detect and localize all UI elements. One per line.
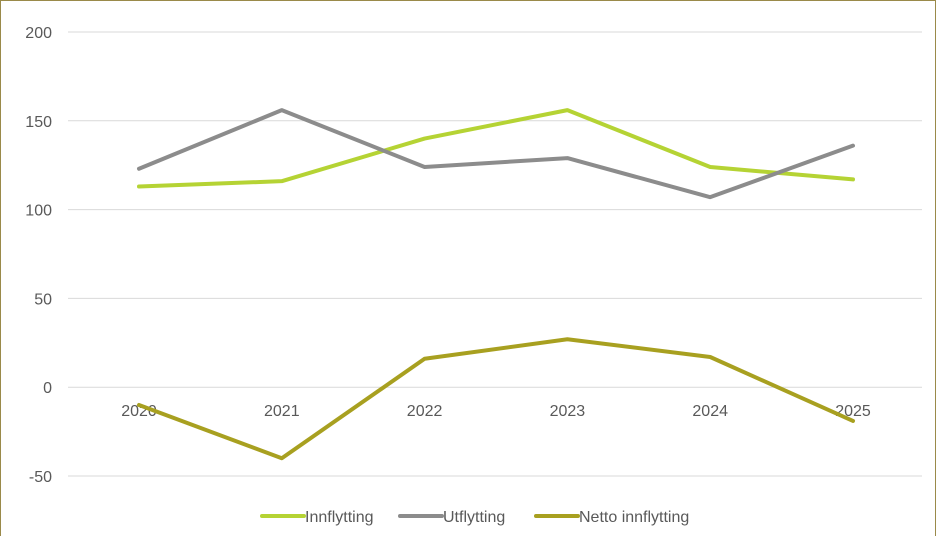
y-tick-label: 0 [43, 380, 52, 397]
x-tick-label: 2023 [550, 403, 586, 420]
x-tick-label: 2022 [407, 403, 443, 420]
series-line-2 [137, 337, 855, 461]
y-tick-label: -50 [29, 469, 52, 486]
x-tick-label: 2025 [835, 403, 871, 420]
legend-label: Innflytting [305, 509, 373, 526]
x-tick-label: 2021 [264, 403, 300, 420]
gridlines [68, 31, 922, 477]
y-tick-label: 100 [25, 203, 52, 220]
x-axis-ticks: 2020 2021 2022 2023 2024 2025 [121, 403, 871, 420]
y-tick-label: 150 [25, 114, 52, 131]
y-tick-label: 50 [34, 291, 52, 308]
y-tick-label: 200 [25, 25, 52, 42]
series-lines [137, 108, 855, 461]
y-axis-ticks: 200 150 100 50 0 -50 [25, 25, 52, 486]
series-line-0 [137, 108, 855, 189]
legend: Innflytting Utflytting Netto innflytting [260, 509, 689, 526]
x-tick-label: 2024 [692, 403, 728, 420]
legend-label: Netto innflytting [579, 509, 689, 526]
legend-label: Utflytting [443, 509, 505, 526]
series-line-1 [137, 108, 855, 200]
